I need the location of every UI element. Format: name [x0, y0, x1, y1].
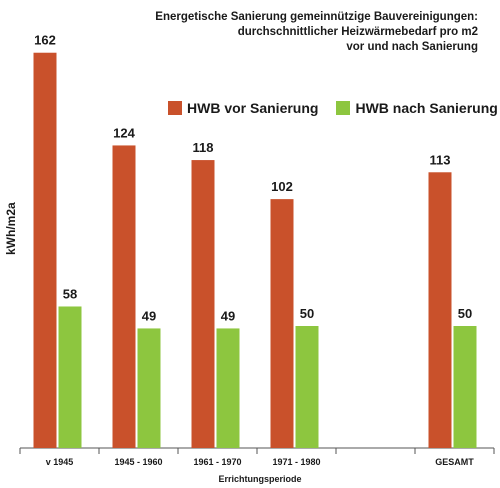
data-label-vor: 162: [34, 33, 56, 48]
x-tick-label: GESAMT: [435, 457, 474, 467]
chart-title-line-2: durchschnittlicher Heizwärmebedarf pro m…: [237, 26, 478, 38]
legend-label-nach: HWB nach Sanierung: [355, 100, 498, 116]
x-tick-label: v 1945: [46, 457, 74, 467]
data-label-nach: 49: [221, 308, 235, 323]
bar-nach: [137, 328, 161, 448]
bar-nach: [453, 326, 477, 448]
x-tick-label: 1971 - 1980: [272, 457, 320, 467]
legend: HWB vor Sanierung HWB nach Sanierung: [168, 100, 500, 116]
data-label-nach: 50: [300, 306, 314, 321]
data-label-vor: 118: [193, 140, 214, 155]
data-label-nach: 49: [142, 308, 156, 323]
chart-title-line-1: Energetische Sanierung gemeinnützige Bau…: [155, 11, 478, 23]
bar-nach: [216, 328, 240, 448]
bar-vor: [112, 145, 136, 448]
data-label-vor: 124: [113, 125, 135, 140]
data-label-nach: 58: [63, 286, 77, 301]
chart-title-line-3: vor und nach Sanierung: [346, 41, 478, 53]
data-label-vor: 113: [430, 152, 451, 167]
legend-swatch-nach: [336, 101, 351, 115]
bar-vor: [270, 199, 294, 448]
bar-vor: [33, 52, 57, 448]
bar-nach: [295, 326, 319, 448]
data-label-vor: 102: [271, 179, 293, 194]
bar-vor: [428, 172, 452, 448]
x-tick-label: 1945 - 1960: [114, 457, 162, 467]
bar-nach: [58, 306, 82, 448]
bar-vor: [191, 160, 215, 448]
legend-label-vor: HWB vor Sanierung: [187, 100, 319, 116]
x-tick-label: 1961 - 1970: [193, 457, 241, 467]
x-axis-label: Errichtungsperiode: [218, 474, 301, 484]
data-label-nach: 50: [458, 306, 472, 321]
legend-swatch-vor: [168, 101, 182, 115]
